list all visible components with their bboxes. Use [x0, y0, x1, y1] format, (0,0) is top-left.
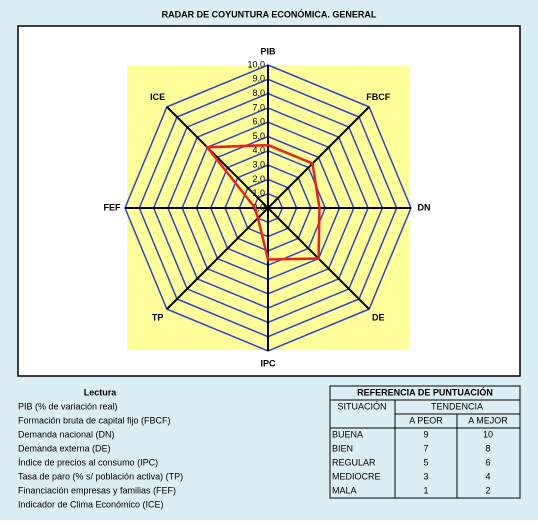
table-cell: MALA: [332, 485, 357, 495]
table-cell: BIEN: [332, 443, 353, 453]
reading-item: Financiación empresas y familias (FEF): [18, 485, 176, 495]
axis-label: FBCF: [366, 92, 390, 102]
table-cell: 9: [423, 429, 428, 439]
table-cell: 8: [485, 443, 490, 453]
reading-item: Índice de precios al consumo (IPC): [18, 457, 158, 467]
table-header: SITUACIÓN: [337, 401, 386, 411]
reading-item: Indicador de Clima Económico (ICE): [18, 499, 164, 509]
axis-line: [166, 106, 269, 209]
chart-title: RADAR DE COYUNTURA ECONÓMICA. GENERAL: [162, 8, 377, 19]
table-cell: BUENA: [332, 429, 363, 439]
r-tick-label: 0,0: [252, 202, 265, 212]
r-tick-label: 4,0: [252, 145, 265, 155]
table-grid: [329, 385, 521, 499]
r-tick-label: 1,0: [252, 188, 265, 198]
table-cell: 10: [483, 429, 493, 439]
reading-title: Lectura: [84, 387, 118, 397]
table-header: TENDENCIA: [431, 401, 483, 411]
axis-line: [166, 207, 269, 310]
r-tick-label: 3,0: [252, 159, 265, 169]
r-tick-label: 10,0: [247, 59, 265, 69]
reading-item: Demanda externa (DE): [18, 443, 111, 453]
reading-item: PIB (% de variación real): [18, 401, 118, 411]
r-tick-label: 2,0: [252, 174, 265, 184]
reading-item: Tasa de paro (% s/ población activa) (TP…: [18, 471, 183, 481]
r-tick-label: 9,0: [252, 74, 265, 84]
table-subheader: A MEJOR: [468, 415, 508, 425]
table-subheader: A PEOR: [409, 415, 443, 425]
axis-label: FEF: [104, 202, 122, 212]
r-tick-label: 5,0: [252, 131, 265, 141]
r-tick-label: 6,0: [252, 117, 265, 127]
reading-item: Formación bruta de capital fijo (FBCF): [18, 415, 171, 425]
reading-item: Demanda nacional (DN): [18, 429, 115, 439]
axis-label: TP: [152, 313, 164, 323]
table-cell: REGULAR: [332, 457, 376, 467]
axis-label: IPC: [260, 358, 276, 368]
table-cell: 6: [485, 457, 490, 467]
axis-label: PIB: [260, 46, 276, 56]
table-cell: 4: [485, 471, 490, 481]
axis-label: DE: [372, 313, 385, 323]
table-cell: 3: [423, 471, 428, 481]
data-line: [204, 143, 321, 261]
table-cell: 2: [485, 485, 490, 495]
table-title: REFERENCIA DE PUNTUACIÓN: [357, 386, 493, 397]
table-cell: 5: [423, 457, 428, 467]
table-cell: 1: [423, 485, 428, 495]
table-cell: MEDIOCRE: [332, 471, 381, 481]
r-tick-label: 7,0: [252, 102, 265, 112]
axis-label: ICE: [150, 92, 165, 102]
r-tick-label: 8,0: [252, 88, 265, 98]
axis-line: [267, 106, 370, 209]
axis-label: DN: [418, 202, 431, 212]
table-cell: 7: [423, 443, 428, 453]
